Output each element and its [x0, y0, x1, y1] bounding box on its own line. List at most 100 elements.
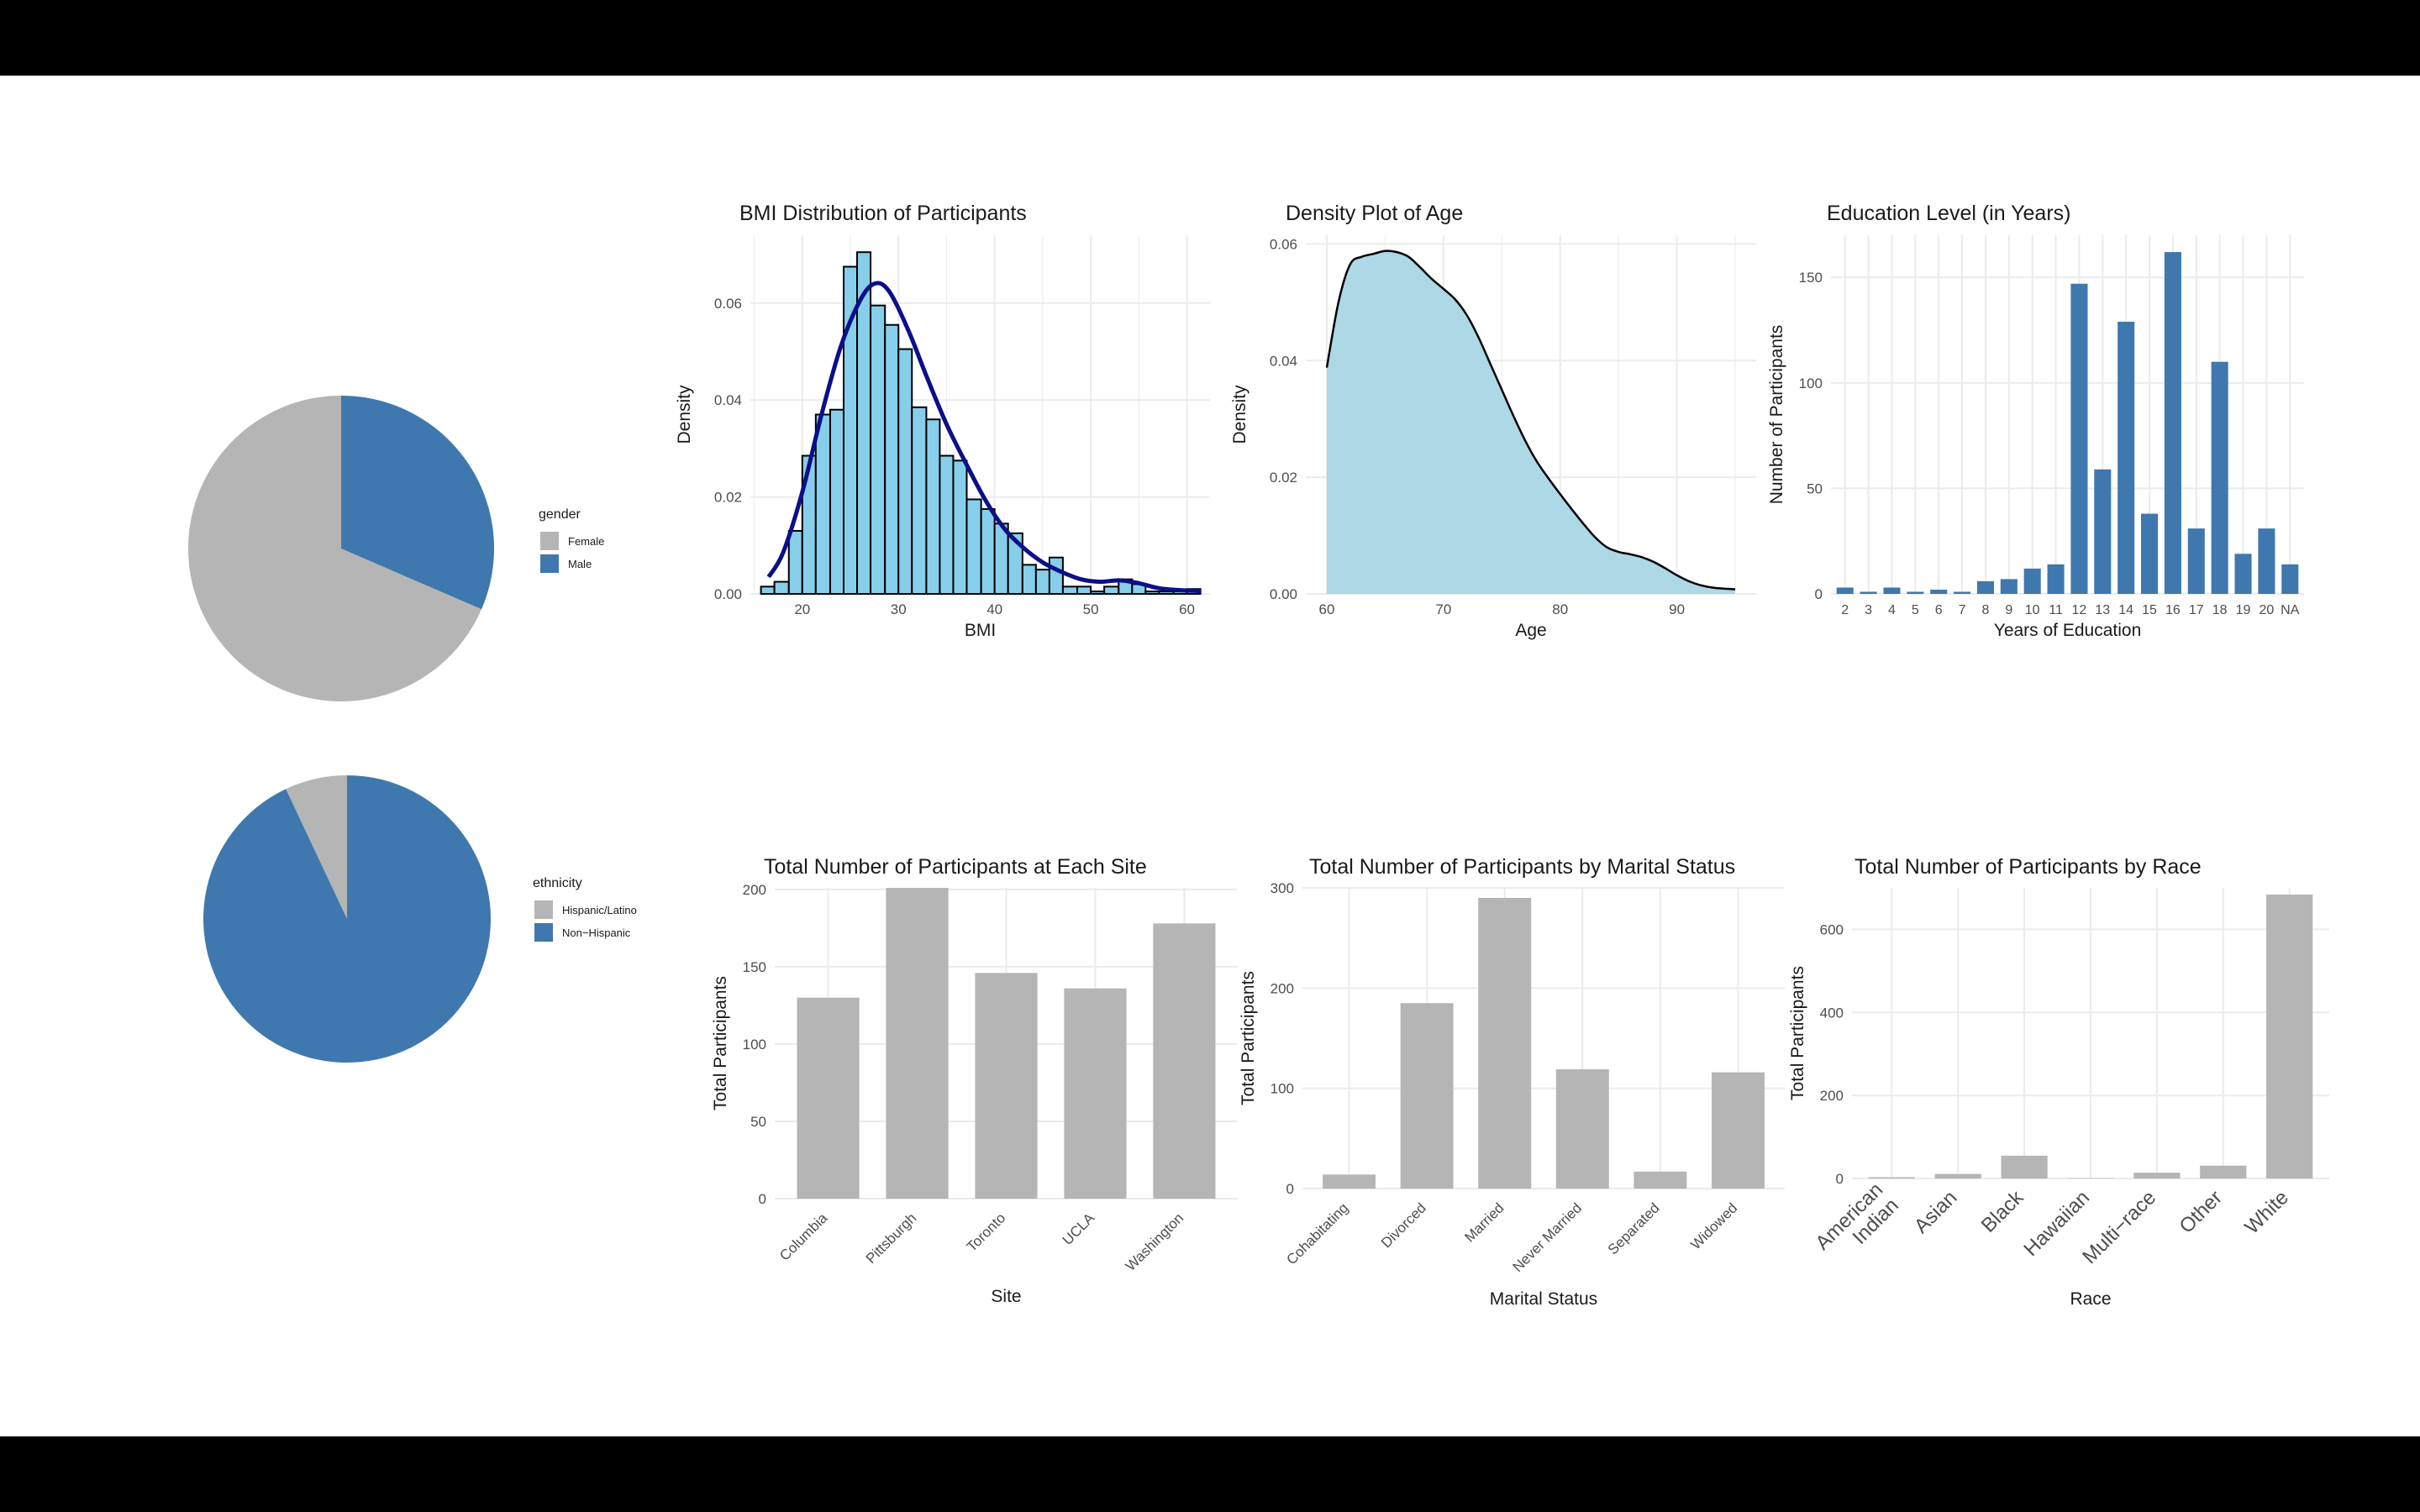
education-bar: [1954, 591, 1971, 594]
ethnicity-legend-key-1: [534, 923, 553, 942]
education-x-tick-label: 19: [2236, 603, 2251, 617]
race-y-tick-label: 600: [1820, 921, 1844, 937]
race-x-tick-label: AmericanIndian: [1811, 1179, 1902, 1270]
gender-slice-1: [341, 396, 495, 610]
education-bar: [2118, 321, 2135, 594]
marital-x-tick-label: Never Married: [1510, 1200, 1586, 1275]
site-bar: [975, 973, 1038, 1199]
ethnicity-slice-1: [203, 775, 491, 1063]
bmi-bin-bar: [980, 508, 996, 595]
gender-legend-label-0: Female: [568, 535, 604, 548]
bmi-bin-bar: [773, 580, 790, 596]
marital-bar: [1323, 1174, 1376, 1189]
education-bar: [1883, 587, 1901, 594]
bmi-bin-bar: [787, 529, 803, 596]
bmi-x-tick-label: 40: [986, 601, 1002, 617]
bmi-bin-bar: [884, 323, 900, 595]
bmi-bin-bar: [870, 304, 886, 595]
education-y-tick-label: 50: [1807, 480, 1823, 496]
education-bar: [2094, 469, 2112, 594]
bmi-y-tick-label: 0.00: [714, 586, 742, 602]
age-y-tick-label: 0.02: [1270, 470, 1297, 486]
education-bar: [2000, 579, 2018, 594]
marital-x-axis-title: Marital Status: [1490, 1289, 1597, 1309]
bmi-bin-bar: [939, 454, 955, 595]
education-y-axis-title: Number of Participants: [1767, 325, 1786, 505]
race-y-axis-title: Total Participants: [1788, 966, 1807, 1100]
ethnicity-legend-key-0: [534, 900, 553, 919]
bmi-bin-bar: [1007, 532, 1023, 596]
marital-x-tick-label: Separated: [1605, 1200, 1663, 1257]
bmi-chart-title: BMI Distribution of Participants: [739, 202, 1027, 225]
bmi-density-line: [766, 281, 1202, 594]
education-x-tick-label: 5: [1912, 603, 1919, 617]
site-bar: [1064, 988, 1127, 1199]
site-y-tick-label: 150: [743, 959, 766, 975]
site-x-tick-label: Washington: [1123, 1210, 1186, 1273]
age-chart-title: Density Plot of Age: [1286, 202, 1463, 225]
education-x-tick-label: 3: [1865, 603, 1872, 617]
race-bar: [2200, 1165, 2247, 1179]
education-x-tick-label: 2: [1841, 603, 1849, 617]
education-x-tick-label: NA: [2281, 603, 2300, 617]
bmi-x-tick-label: 20: [794, 601, 810, 617]
bmi-x-axis-title: BMI: [965, 621, 996, 640]
race-x-tick-label: Asian: [1910, 1186, 1962, 1238]
education-x-tick-label: 7: [1959, 603, 1966, 617]
age-density-area: [1326, 250, 1736, 594]
education-x-tick-label: 15: [2142, 603, 2157, 617]
race-y-tick-label: 0: [1836, 1171, 1844, 1187]
age-x-tick-label: 80: [1552, 601, 1568, 617]
education-bar: [2164, 252, 2181, 594]
gender-legend-key-1: [540, 554, 559, 573]
race-bar: [2266, 894, 2313, 1179]
bmi-bin-bar: [1158, 591, 1175, 596]
marital-bar: [1634, 1171, 1687, 1189]
bmi-bin-bar: [760, 585, 776, 596]
age-y-tick-label: 0.06: [1270, 236, 1297, 252]
education-y-tick-label: 0: [1815, 586, 1823, 602]
site-y-axis-title: Total Participants: [711, 976, 730, 1110]
bmi-bin-bar: [1144, 591, 1160, 596]
education-x-tick-label: 16: [2165, 603, 2181, 617]
figure-svg: gender Female Male ethnicity Hispanic/Latino…: [188, 202, 2329, 1309]
age-y-tick-label: 0.04: [1270, 353, 1297, 369]
education-x-tick-label: 6: [1935, 603, 1943, 617]
bmi-bin-bar: [829, 408, 845, 595]
ethnicity-slice-0: [286, 775, 347, 919]
education-bar: [2234, 554, 2252, 594]
education-bar: [1836, 587, 1854, 594]
race-bar: [1934, 1173, 1981, 1179]
age-density-chart: 0.00 0.02 0.04 0.06 Density 60 70 80 90 Age Densit…: [1230, 202, 1756, 640]
figure-canvas: gender Female Male ethnicity Hispanic/Latino…: [0, 76, 2420, 1436]
race-bar: [2001, 1155, 2048, 1179]
education-bar: [2141, 513, 2159, 594]
ethnicity-legend-label-0: Hispanic/Latino: [562, 904, 637, 916]
marital-bar: [1400, 1003, 1454, 1189]
age-x-tick-label: 70: [1435, 601, 1451, 617]
bmi-y-tick-label: 0.06: [714, 296, 742, 312]
marital-y-tick-label: 300: [1270, 880, 1294, 896]
bmi-bin-bar: [1076, 585, 1092, 596]
education-x-tick-label: 20: [2260, 603, 2275, 617]
bmi-bin-bar: [1021, 564, 1037, 595]
bmi-x-tick-label: 50: [1083, 601, 1099, 617]
bmi-histogram-chart: 0.00 0.02 0.04 0.06 Density 20 30 40 50 60 BMI BMI …: [675, 202, 1210, 640]
bmi-bin-bar: [952, 459, 968, 595]
bmi-y-tick-label: 0.02: [714, 490, 742, 506]
marital-y-tick-label: 100: [1270, 1081, 1294, 1097]
gender-legend-title: gender: [539, 507, 581, 522]
gender-legend-key-0: [540, 532, 559, 550]
bmi-y-axis-title: Density: [675, 385, 694, 444]
site-x-tick-label: Toronto: [964, 1210, 1009, 1255]
marital-x-tick-label: Married: [1461, 1200, 1507, 1245]
bmi-bin-bar: [993, 522, 1009, 595]
race-x-tick-label: Black: [1977, 1185, 2028, 1236]
education-x-tick-label: 14: [2118, 603, 2133, 617]
education-x-tick-label: 17: [2189, 603, 2204, 617]
education-x-tick-label: 12: [2072, 603, 2087, 617]
site-x-tick-label: UCLA: [1060, 1210, 1098, 1248]
race-bar: [2133, 1173, 2181, 1179]
bmi-x-tick-label: 30: [891, 601, 907, 617]
